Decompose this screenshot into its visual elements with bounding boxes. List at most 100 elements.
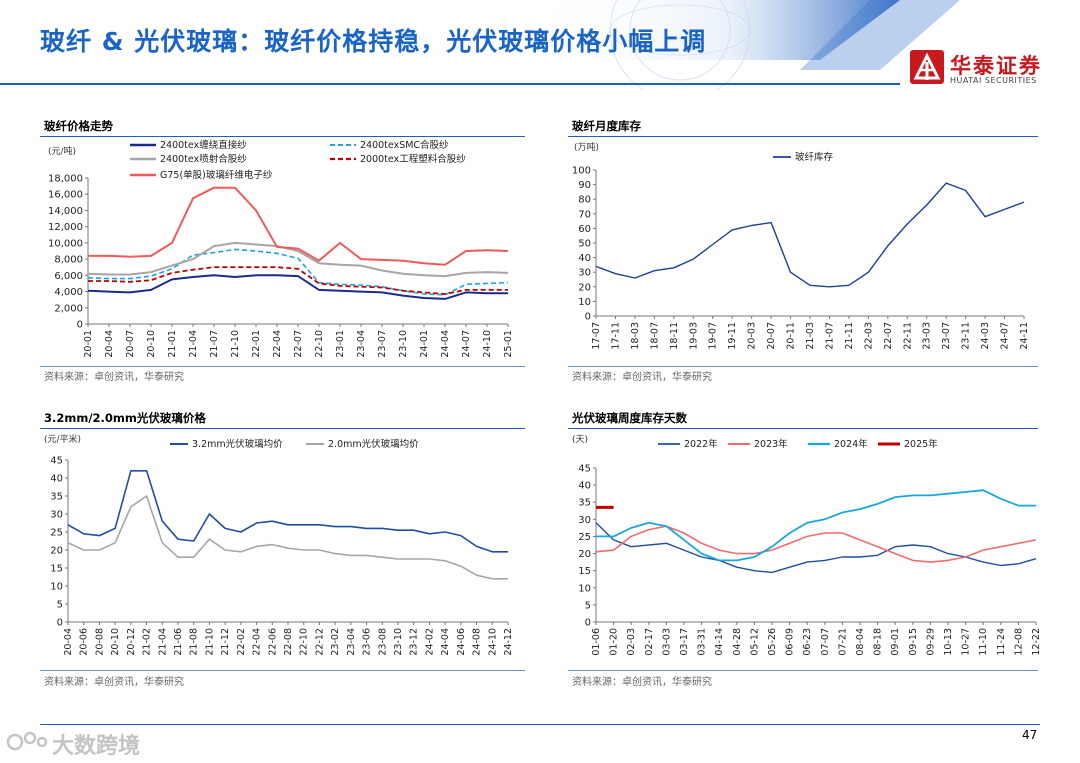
huatai-logo-icon	[910, 50, 944, 84]
x-tick-label: 22-03	[863, 322, 874, 350]
x-tick-label: 08-18	[873, 628, 884, 656]
panel4-bottom-rule	[568, 670, 1038, 671]
x-tick-label: 22-10	[314, 330, 325, 358]
x-tick-label: 12-22	[1031, 628, 1042, 656]
x-tick-label: 18-03	[630, 322, 641, 350]
series-line-5	[88, 186, 509, 266]
x-tick-label: 24-08	[472, 628, 483, 656]
x-tick-label: 21-10	[204, 628, 215, 656]
x-tick-label: 06-09	[785, 628, 796, 656]
x-tick-label: 09-15	[908, 628, 919, 656]
y-tick-label: 40	[578, 253, 591, 264]
y-tick-label: 60	[578, 224, 591, 235]
legend-label: 3.2mm光伏玻璃均价	[192, 438, 283, 450]
x-tick-label: 21-11	[844, 322, 855, 350]
x-tick-label: 22-11	[902, 322, 913, 350]
x-tick-label: 03-03	[661, 628, 672, 656]
x-tick-label: 21-03	[805, 322, 816, 350]
y-tick-label: 30	[578, 515, 591, 526]
series-line-2	[595, 525, 1037, 563]
x-tick-label: 24-01	[419, 330, 430, 358]
fiberglass-inventory-chart: (万吨) 0 10 20 30 40 50 60 70 80 90 100 17-07 17-11 18-0…	[572, 141, 1030, 350]
series-line-3	[87, 241, 509, 278]
panel2-title: 玻纤月度库存	[572, 119, 641, 133]
x-tick-label: 02-03	[626, 628, 637, 656]
x-tick-label: 05-26	[767, 628, 778, 656]
x-tick-label: 22-02	[236, 628, 247, 656]
series-line-3	[596, 489, 1036, 562]
x-tick-label: 21-07	[824, 322, 835, 350]
x-tick-label: 24-02	[424, 628, 435, 656]
x-tick-label: 22-07	[293, 330, 304, 358]
legend-label: 2400texSMC合股纱	[360, 139, 449, 151]
y-tick-label: 25	[50, 528, 63, 539]
unit-label: (元/吨)	[48, 145, 76, 157]
y-tick-label: 0	[57, 618, 63, 629]
y-tick-label: 15	[578, 566, 591, 577]
x-tick-label: 18-07	[649, 322, 660, 350]
legend-label: 2025年	[904, 438, 938, 450]
series-line-4	[88, 266, 508, 295]
x-tick-label: 20-10	[146, 330, 157, 358]
panel3-title: 3.2mm/2.0mm光伏玻璃价格	[44, 411, 206, 425]
watermark-logo-icon	[6, 731, 48, 751]
x-tick-label: 11-24	[996, 628, 1007, 656]
x-tick-label: 23-04	[356, 330, 367, 358]
x-tick-label: 08-04	[855, 628, 866, 656]
y-tick-label: 70	[578, 209, 591, 220]
x-tick-label: 22-06	[267, 628, 278, 656]
x-tick-label: 24-06	[456, 628, 467, 656]
y-tick-label: 5	[57, 600, 63, 611]
y-tick-label: 2,000	[54, 303, 83, 314]
x-tick-label: 03-17	[679, 628, 690, 656]
page-number: 47	[1022, 728, 1038, 742]
x-tick-label: 20-11	[786, 322, 797, 350]
footer-rule	[40, 724, 1040, 725]
x-tick-label: 20-10	[110, 628, 121, 656]
x-tick-label: 20-03	[747, 322, 758, 350]
x-tick-label: 17-07	[591, 322, 602, 350]
x-tick-label: 02-17	[644, 628, 655, 656]
x-tick-label: 23-08	[377, 628, 388, 656]
series-line-1	[595, 522, 1037, 574]
brand-logo: 华泰证券 HUATAI SECURITIES	[910, 48, 1050, 88]
x-tick-label: 01-20	[609, 628, 620, 656]
y-tick-label: 0	[585, 312, 591, 323]
y-tick-label: 100	[572, 166, 591, 177]
y-tick-label: 90	[578, 180, 591, 191]
unit-label: (天)	[572, 435, 588, 445]
x-tick-label: 11-10	[978, 628, 989, 656]
legend-label: 2024年	[834, 438, 868, 450]
y-tick-label: 40	[578, 481, 591, 492]
x-tick-label: 24-04	[440, 628, 451, 656]
x-tick-label: 21-08	[189, 628, 200, 656]
series-line-1	[67, 470, 508, 553]
fiberglass-price-chart: (元/吨) 0 2,000 4,000 6,000 8,000 10,000 12,000 14…	[48, 139, 514, 358]
y-tick-label: 14,000	[48, 206, 83, 217]
x-tick-label: 23-04	[346, 628, 357, 656]
panel1-title-rule	[40, 136, 525, 137]
x-tick-label: 19-11	[727, 322, 738, 350]
series-line-2	[87, 248, 509, 296]
y-tick-label: 35	[578, 498, 591, 509]
x-tick-label: 21-06	[173, 628, 184, 656]
x-tick-label: 01-06	[591, 628, 602, 656]
x-tick-label: 21-04	[157, 628, 168, 656]
legend-label: 2022年	[684, 438, 718, 450]
y-tick-label: 45	[578, 464, 591, 475]
y-tick-label: 6,000	[54, 271, 83, 282]
x-tick-label: 24-07	[1000, 322, 1011, 350]
x-tick-label: 22-08	[283, 628, 294, 656]
x-tick-label: 24-11	[1019, 322, 1030, 350]
x-tick-label: 22-12	[314, 628, 325, 656]
logo-text-en: HUATAI SECURITIES	[950, 76, 1037, 85]
y-tick-label: 20	[578, 282, 591, 293]
x-tick-label: 21-04	[188, 330, 199, 358]
y-tick-label: 20	[50, 546, 63, 557]
x-tick-label: 23-10	[398, 330, 409, 358]
y-tick-label: 10,000	[48, 238, 83, 249]
y-tick-label: 15	[50, 564, 63, 575]
x-tick-label: 23-07	[941, 322, 952, 350]
x-tick-label: 23-10	[393, 628, 404, 656]
pv-glass-price-chart: (元/平米) 0 5 10 15 20 25 30 35 40 45 20-04 20-06 20-08 2…	[44, 433, 514, 656]
